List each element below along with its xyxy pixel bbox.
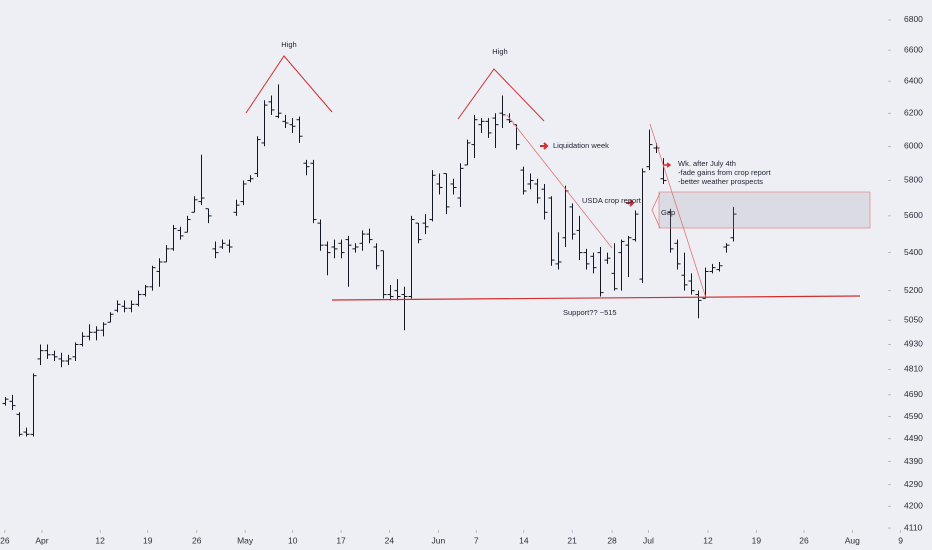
y-tick-label: 6000 [904, 141, 923, 151]
x-tick-label: 10 [288, 535, 298, 545]
x-tick-label: 9 [898, 535, 903, 545]
x-tick-label: Jul [643, 535, 654, 545]
annotation: High [492, 47, 507, 56]
support-line [331, 295, 861, 301]
axes: 4110 4200 4290 4390 4490 4590 4690 4810 4930 5050… [0, 14, 923, 545]
y-tick-label: 4110 [904, 522, 923, 532]
x-tick-label: 26 [192, 535, 202, 545]
x-tick-label: Aug [845, 535, 860, 545]
y-tick-label: 4200 [904, 500, 923, 510]
plot [2, 84, 737, 437]
x-tick-label: 17 [336, 535, 346, 545]
y-tick-label: 4390 [904, 456, 923, 466]
x-tick-label: 26 [0, 535, 10, 545]
trend-line [506, 114, 613, 249]
y-tick-label: 5600 [904, 210, 923, 220]
annotation: Wk. after July 4th [678, 159, 736, 168]
x-tick-label: 21 [567, 535, 577, 545]
y-tick-label: 4590 [904, 411, 923, 421]
y-tick-label: 4690 [904, 389, 923, 399]
y-tick-label: 4930 [904, 339, 923, 349]
y-tick-label: 6800 [904, 14, 923, 24]
annotation: -fade gains from crop report [678, 168, 771, 177]
x-tick-label: 19 [143, 535, 153, 545]
arrow [664, 162, 672, 168]
annotation: High [281, 40, 296, 49]
x-tick-label: Apr [35, 535, 48, 545]
x-tick-label: May [237, 535, 254, 545]
y-tick-label: 5800 [904, 175, 923, 185]
x-tick-label: Jun [432, 535, 446, 545]
annotation: USDA crop report [582, 196, 642, 205]
gap-zone [658, 191, 871, 229]
x-tick-label: 26 [799, 535, 809, 545]
y-tick-label: 5400 [904, 247, 923, 257]
y-tick-label: 6200 [904, 107, 923, 117]
y-tick-label: 5050 [904, 314, 923, 324]
gap-pointer [651, 192, 661, 229]
y-tick-label: 6400 [904, 75, 923, 85]
x-tick-label: 12 [95, 535, 105, 545]
y-tick-label: 4810 [904, 364, 923, 374]
y-tick-label: 5200 [904, 285, 923, 295]
high-marker [457, 68, 545, 122]
x-tick-label: 28 [607, 535, 617, 545]
x-tick-label: 12 [703, 535, 713, 545]
y-tick-label: 4290 [904, 479, 923, 489]
arrow [540, 142, 549, 150]
x-tick-label: 19 [752, 535, 762, 545]
trend-line [649, 123, 707, 299]
drawings: High High Liquidation week USDA crop rep… [245, 40, 871, 317]
y-tick-label: 6600 [904, 44, 923, 54]
annotation: Gap [661, 208, 675, 217]
arrow [626, 199, 635, 207]
high-marker [245, 55, 333, 114]
y-tick-label: 4490 [904, 433, 923, 443]
x-tick-label: 24 [385, 535, 395, 545]
x-tick-label: 7 [474, 535, 479, 545]
annotation: Liquidation week [553, 141, 609, 150]
annotation: Support?? ~515 [563, 308, 617, 317]
annotation: -better weather prospects [678, 177, 763, 186]
x-tick-label: 14 [519, 535, 529, 545]
